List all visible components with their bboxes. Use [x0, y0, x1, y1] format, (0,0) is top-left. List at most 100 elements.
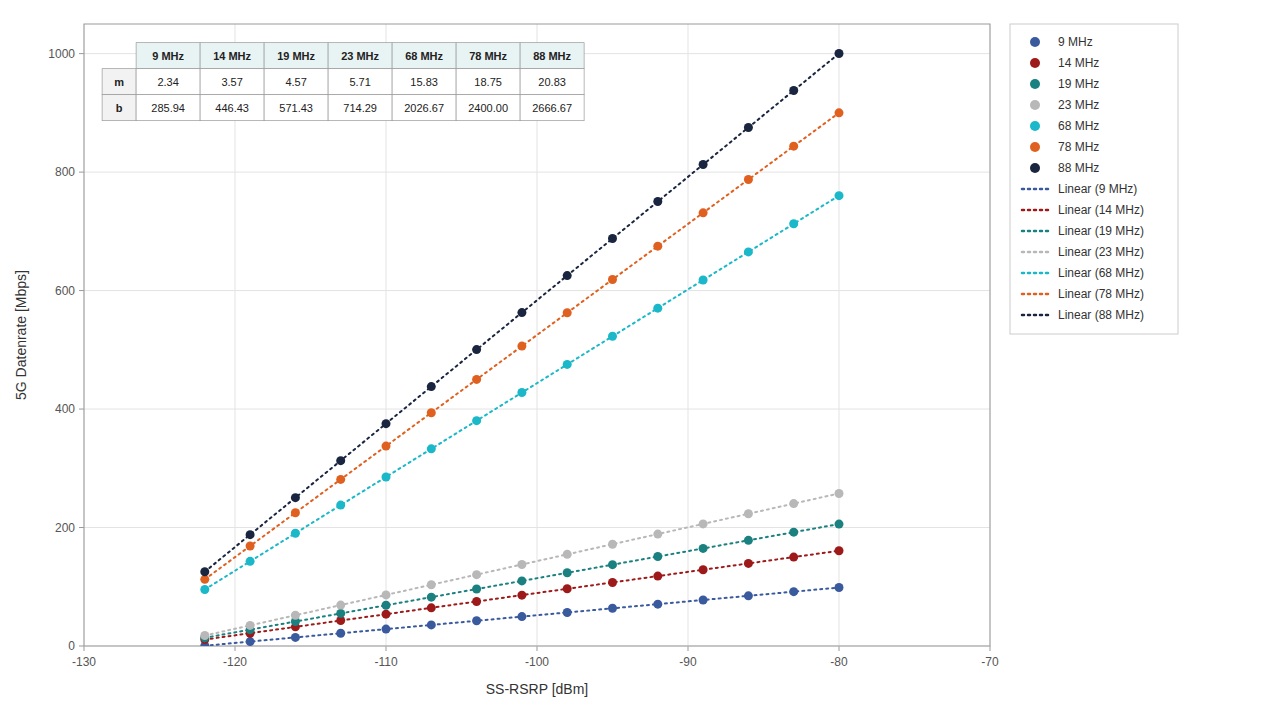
point: [472, 375, 481, 384]
point: [699, 208, 708, 217]
trend-line: [205, 524, 839, 638]
y-tick: [79, 409, 84, 410]
legend-label: Linear (9 MHz): [1058, 182, 1137, 196]
x-tick: [839, 646, 840, 651]
point: [563, 271, 572, 280]
point-series: [200, 49, 843, 576]
table-cell-text: 5.71: [349, 76, 370, 88]
point: [517, 342, 526, 351]
trend-line: [205, 53, 839, 571]
legend-marker-handle: [1030, 121, 1040, 131]
trend-lines: [205, 53, 839, 645]
table-header-text: 68 MHz: [405, 50, 443, 62]
point: [744, 591, 753, 600]
table-cell: [520, 95, 584, 121]
point: [382, 419, 391, 428]
y-tick-label: 400: [55, 402, 75, 416]
plot-background: [84, 24, 990, 646]
point: [563, 568, 572, 577]
point: [246, 637, 255, 646]
table-cell-text: 3.57: [221, 76, 242, 88]
point-series: [200, 546, 843, 644]
x-tick: [688, 646, 689, 651]
point: [517, 388, 526, 397]
point: [291, 611, 300, 620]
legend-marker-handle: [1030, 142, 1040, 152]
table-cell: [200, 95, 264, 121]
table-row-label: b: [116, 102, 123, 114]
point: [336, 601, 345, 610]
x-tick-label: -90: [679, 655, 697, 669]
point: [517, 308, 526, 317]
point: [472, 585, 481, 594]
point: [653, 197, 662, 206]
point: [382, 442, 391, 451]
point: [608, 604, 617, 613]
legend-label: Linear (78 MHz): [1058, 287, 1144, 301]
chart: -130-120-110-100-90-80-70020040060080010…: [0, 0, 1280, 720]
point: [427, 603, 436, 612]
point: [382, 601, 391, 610]
point-series: [200, 583, 843, 646]
legend-line-handle: [1022, 251, 1048, 254]
table-header-cell: [520, 43, 584, 69]
table-cell-text: 2666.67: [532, 102, 572, 114]
point: [472, 616, 481, 625]
x-tick: [537, 646, 538, 651]
legend-line-handle: [1022, 314, 1048, 317]
y-grid-line: [84, 172, 990, 173]
point: [744, 536, 753, 545]
table-row-label: m: [114, 76, 124, 88]
y-grid-line: [84, 527, 990, 528]
trend-line: [205, 588, 839, 646]
table-row-label-cell: [102, 95, 136, 121]
trend-line: [205, 493, 839, 635]
table-cell: [520, 69, 584, 95]
legend-label: 23 MHz: [1058, 98, 1099, 112]
point: [246, 530, 255, 539]
x-tick: [235, 646, 236, 651]
legend-line-handle: [1022, 293, 1048, 296]
point: [382, 625, 391, 634]
point: [336, 609, 345, 618]
point: [789, 528, 798, 537]
y-tick-label: 600: [55, 284, 75, 298]
point: [427, 444, 436, 453]
table-cell: [456, 69, 520, 95]
legend-line-handle: [1022, 230, 1048, 233]
table-cell: [392, 95, 456, 121]
point: [608, 275, 617, 284]
data-area: [200, 49, 843, 646]
grid: [79, 24, 990, 651]
x-tick-label: -110: [374, 655, 397, 669]
legend-label: Linear (19 MHz): [1058, 224, 1144, 238]
y-tick: [79, 290, 84, 291]
table-cell: [200, 69, 264, 95]
point: [336, 475, 345, 484]
point: [789, 219, 798, 228]
table-header-cell: [200, 43, 264, 69]
table-header-text: 78 MHz: [469, 50, 507, 62]
legend-label: 88 MHz: [1058, 161, 1099, 175]
point: [200, 567, 209, 576]
x-tick-label: -80: [830, 655, 848, 669]
point: [200, 631, 209, 640]
legend-line-handle: [1022, 188, 1048, 191]
point: [653, 572, 662, 581]
legend-box: [1010, 24, 1178, 334]
point: [835, 49, 844, 58]
legend-label: 9 MHz: [1058, 35, 1093, 49]
page: {"chart_data": { "type": "scatter", "x_l…: [0, 0, 1280, 720]
legend-line-handle: [1022, 209, 1048, 212]
table-header-cell: [136, 43, 200, 69]
point: [472, 570, 481, 579]
point: [835, 583, 844, 592]
trend-line: [205, 196, 839, 590]
point: [246, 557, 255, 566]
point: [608, 578, 617, 587]
point: [653, 304, 662, 313]
table-cell: [328, 95, 392, 121]
point: [608, 560, 617, 569]
x-tick: [84, 646, 85, 651]
x-tick-label: -100: [525, 655, 549, 669]
